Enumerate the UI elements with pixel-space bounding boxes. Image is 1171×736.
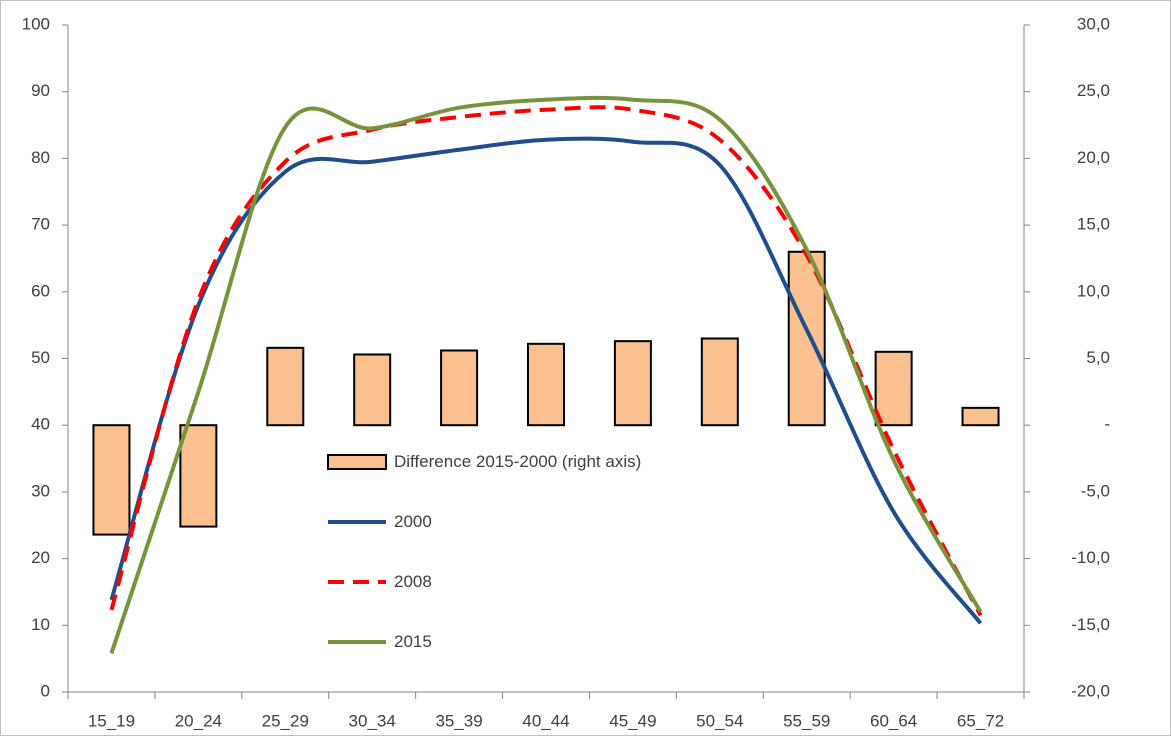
y2-tick-label: 5,0	[1086, 348, 1110, 367]
legend-label: 2015	[394, 632, 432, 651]
y-tick-label: 70	[31, 215, 50, 234]
y2-tick-label: -	[1104, 415, 1110, 434]
y-tick-label: 30	[31, 481, 50, 500]
line-series	[109, 95, 983, 654]
y-tick-label: 20	[31, 548, 50, 567]
y2-tick-label: -15,0	[1071, 615, 1110, 634]
x-tick-label: 15_19	[88, 711, 135, 730]
x-tick-label: 40_44	[522, 711, 569, 730]
bar	[179, 424, 218, 528]
bar	[527, 342, 565, 427]
bar	[874, 350, 913, 427]
y2-tick-label: 10,0	[1077, 281, 1110, 300]
bar	[92, 424, 131, 536]
x-tick-label: 20_24	[175, 711, 222, 730]
bar	[266, 346, 305, 427]
legend-swatch	[327, 454, 387, 470]
x-tick-label: 35_39	[435, 711, 482, 730]
legend-entry: 2008	[394, 572, 432, 591]
y-tick-label: 90	[31, 81, 50, 100]
bar	[353, 353, 392, 427]
y-tick-label: 100	[22, 14, 50, 33]
x-tick-label: 55_59	[783, 711, 830, 730]
bar	[440, 349, 479, 427]
legend-label: Difference 2015-2000 (right axis)	[394, 452, 642, 471]
y2-tick-label: 25,0	[1077, 81, 1110, 100]
legend-entry: 2015	[394, 632, 432, 651]
y2-tick-label: -5,0	[1081, 481, 1110, 500]
x-tick-label: 65_72	[957, 711, 1004, 730]
legend-entry: 2000	[394, 512, 432, 531]
x-tick-label: 60_64	[870, 711, 917, 730]
y2-tick-label: -10,0	[1071, 548, 1110, 567]
y2-tick-label: -20,0	[1071, 681, 1110, 700]
y-tick-label: 0	[41, 681, 50, 700]
line-series	[109, 105, 983, 617]
y-tick-label: 40	[31, 415, 50, 434]
y-tick-label: 10	[31, 615, 50, 634]
y2-tick-label: 15,0	[1077, 215, 1110, 234]
y-tick-label: 60	[31, 281, 50, 300]
line-series	[109, 136, 983, 625]
bar	[613, 340, 652, 427]
y-tick-label: 50	[31, 348, 50, 367]
x-tick-label: 45_49	[609, 711, 656, 730]
legend-entry: Difference 2015-2000 (right axis)	[394, 452, 642, 471]
legend-label: 2008	[394, 572, 432, 591]
x-tick-label: 30_34	[349, 711, 396, 730]
x-tick-label: 50_54	[696, 711, 743, 730]
y2-tick-label: 30,0	[1077, 14, 1110, 33]
y2-tick-label: 20,0	[1077, 148, 1110, 167]
y-tick-label: 80	[31, 148, 50, 167]
legend-label: 2000	[394, 512, 432, 531]
bar	[700, 337, 739, 427]
x-tick-label: 25_29	[262, 711, 309, 730]
bar	[961, 406, 1000, 427]
